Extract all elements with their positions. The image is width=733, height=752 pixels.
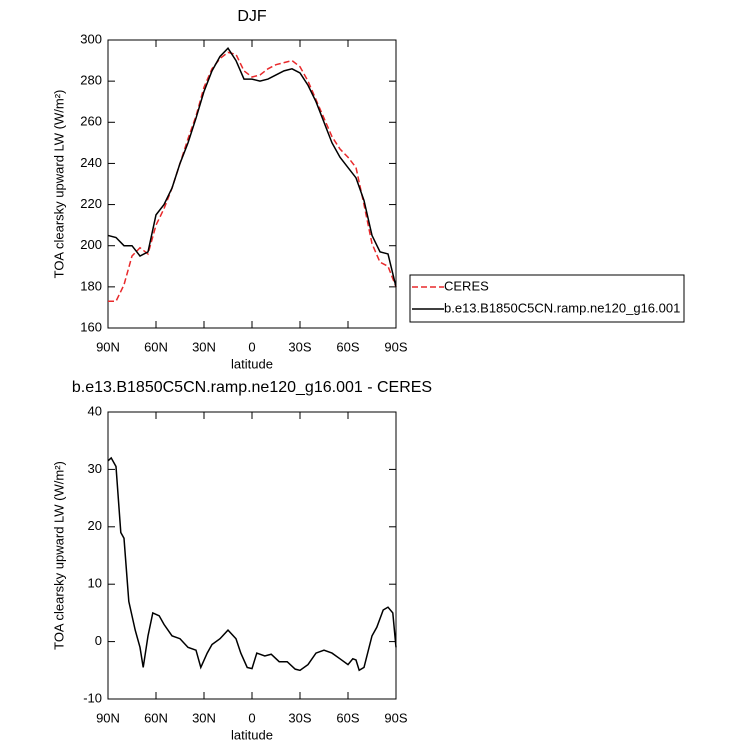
plot-frame bbox=[107, 39, 397, 329]
data-line bbox=[107, 47, 397, 288]
x-tick-label: 60S bbox=[336, 710, 359, 725]
y-tick-label: 30 bbox=[88, 461, 102, 476]
legend-label: b.e13.B1850C5CN.ramp.ne120_g16.001 bbox=[444, 300, 680, 315]
y-tick-label: 0 bbox=[95, 633, 102, 648]
data-line bbox=[108, 51, 397, 303]
chart-title: b.e13.B1850C5CN.ramp.ne120_g16.001 - CER… bbox=[72, 379, 432, 396]
chart-title: DJF bbox=[237, 8, 267, 25]
x-tick-label: 60S bbox=[336, 339, 359, 354]
y-tick-label: 40 bbox=[88, 403, 102, 418]
x-tick-label: 90S bbox=[384, 339, 407, 354]
x-tick-label: 90N bbox=[96, 339, 120, 354]
legend-box bbox=[409, 274, 685, 323]
x-tick-label: 0 bbox=[248, 339, 255, 354]
data-line bbox=[107, 456, 397, 672]
y-axis-label: TOA clearsky upward LW (W/m²) bbox=[51, 461, 66, 650]
y-tick-label: 300 bbox=[80, 31, 102, 46]
y-tick-label: 10 bbox=[88, 576, 102, 591]
y-tick-label: 280 bbox=[80, 73, 102, 88]
x-tick-label: 0 bbox=[248, 710, 255, 725]
y-axis-label: TOA clearsky upward LW (W/m²) bbox=[51, 90, 66, 279]
y-tick-label: 20 bbox=[88, 518, 102, 533]
x-axis-label: latitude bbox=[231, 727, 273, 742]
y-tick-label: 260 bbox=[80, 114, 102, 129]
y-tick-label: -10 bbox=[83, 690, 102, 705]
x-tick-label: 60N bbox=[144, 710, 168, 725]
y-tick-label: 180 bbox=[80, 278, 102, 293]
y-tick-label: 220 bbox=[80, 196, 102, 211]
plot-frame bbox=[107, 411, 397, 700]
x-tick-label: 30S bbox=[288, 339, 311, 354]
x-axis-label: latitude bbox=[231, 356, 273, 371]
x-tick-label: 30S bbox=[288, 710, 311, 725]
y-tick-label: 160 bbox=[80, 319, 102, 334]
x-tick-label: 30N bbox=[192, 710, 216, 725]
y-tick-label: 200 bbox=[80, 237, 102, 252]
x-tick-label: 60N bbox=[144, 339, 168, 354]
x-tick-label: 30N bbox=[192, 339, 216, 354]
legend-label: CERES bbox=[444, 278, 489, 293]
x-tick-label: 90N bbox=[96, 710, 120, 725]
y-tick-label: 240 bbox=[80, 155, 102, 170]
x-tick-label: 90S bbox=[384, 710, 407, 725]
